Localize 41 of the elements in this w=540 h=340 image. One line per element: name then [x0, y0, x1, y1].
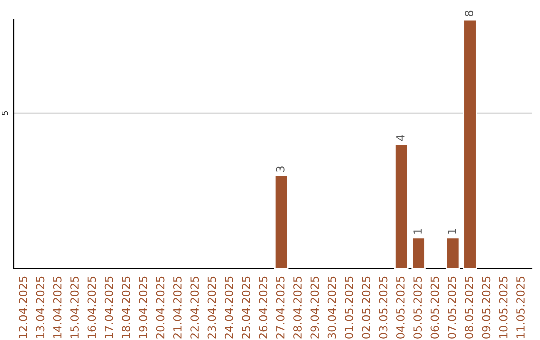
x-tick-label: 26.04.2025	[259, 276, 268, 339]
x-tick-label: 03.05.2025	[379, 276, 388, 339]
x-tick-label: 25.04.2025	[242, 276, 250, 339]
x-tick-label: 22.04.2025	[190, 276, 200, 339]
x-tick-label: 27.04.2025	[276, 276, 285, 339]
x-tick-label: 15.04.2025	[70, 276, 79, 338]
bar	[446, 237, 460, 269]
x-tick-label: 01.05.2025	[345, 276, 354, 339]
data-label: 1	[448, 229, 456, 234]
x-tick-label: 28.04.2025	[294, 276, 302, 339]
bar	[412, 237, 426, 269]
x-tick-label: 02.05.2025	[362, 276, 371, 339]
x-tick-label: 10.05.2025	[499, 276, 508, 338]
data-label: 3	[276, 166, 285, 172]
x-tick-label: 12.04.2025	[19, 276, 28, 338]
x-tick-label: 19.04.2025	[139, 276, 148, 338]
data-label: 8	[465, 10, 474, 16]
bar	[274, 174, 289, 269]
x-tick-label: 24.04.2025	[224, 276, 234, 339]
x-tick-label: 08.05.2025	[465, 276, 474, 339]
x-tick-label: 11.05.2025	[516, 276, 525, 338]
data-label: 1	[414, 229, 422, 234]
x-tick-label: 16.04.2025	[88, 276, 96, 338]
x-tick-label: 18.04.2025	[122, 276, 130, 338]
x-tick-label: 20.04.2025	[156, 276, 165, 339]
x-tick-label: 23.04.2025	[208, 276, 216, 339]
x-tick-label: 21.04.2025	[173, 276, 182, 339]
x-tick-label: 30.04.2025	[328, 276, 336, 339]
data-label: 4	[396, 135, 405, 142]
bar	[394, 144, 409, 269]
bar	[463, 20, 478, 269]
x-tick-label: 14.04.2025	[53, 276, 62, 338]
x-tick-label: 09.05.2025	[482, 276, 491, 339]
x-tick-label: 07.05.2025	[448, 276, 456, 339]
x-tick-label: 05.05.2025	[414, 276, 422, 339]
x-tick-label: 13.04.2025	[36, 276, 45, 338]
x-tick-label: 17.04.2025	[104, 276, 114, 338]
y-tick-label: 5	[2, 111, 8, 116]
x-tick-label: 29.04.2025	[310, 276, 320, 339]
x-tick-label: 06.05.2025	[430, 276, 440, 339]
x-tick-label: 04.05.2025	[396, 276, 405, 339]
